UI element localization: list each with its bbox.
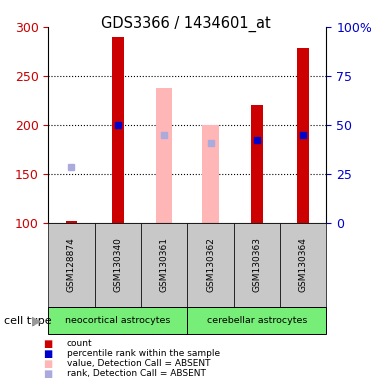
Text: GSM130364: GSM130364 [299,238,308,292]
Text: ■: ■ [44,359,53,369]
Text: GDS3366 / 1434601_at: GDS3366 / 1434601_at [101,15,270,31]
Text: cerebellar astrocytes: cerebellar astrocytes [207,316,307,325]
Text: count: count [67,339,92,348]
Text: GSM130340: GSM130340 [113,238,122,292]
Text: ■: ■ [44,339,53,349]
Text: GSM130361: GSM130361 [160,237,169,293]
Text: value, Detection Call = ABSENT: value, Detection Call = ABSENT [67,359,210,368]
Text: ■: ■ [44,349,53,359]
Text: GSM128874: GSM128874 [67,238,76,292]
Bar [251,105,263,223]
Bar [156,88,172,223]
Text: neocortical astrocytes: neocortical astrocytes [65,316,171,325]
Text: percentile rank within the sample: percentile rank within the sample [67,349,220,358]
Text: ■: ■ [44,369,53,379]
Bar [298,48,309,223]
Text: ▶: ▶ [32,314,42,327]
Text: GSM130362: GSM130362 [206,238,215,292]
Text: rank, Detection Call = ABSENT: rank, Detection Call = ABSENT [67,369,206,378]
Text: GSM130363: GSM130363 [252,237,262,293]
Bar [203,125,219,223]
Bar [112,37,124,223]
Text: cell type: cell type [4,316,51,326]
Bar [66,221,77,223]
